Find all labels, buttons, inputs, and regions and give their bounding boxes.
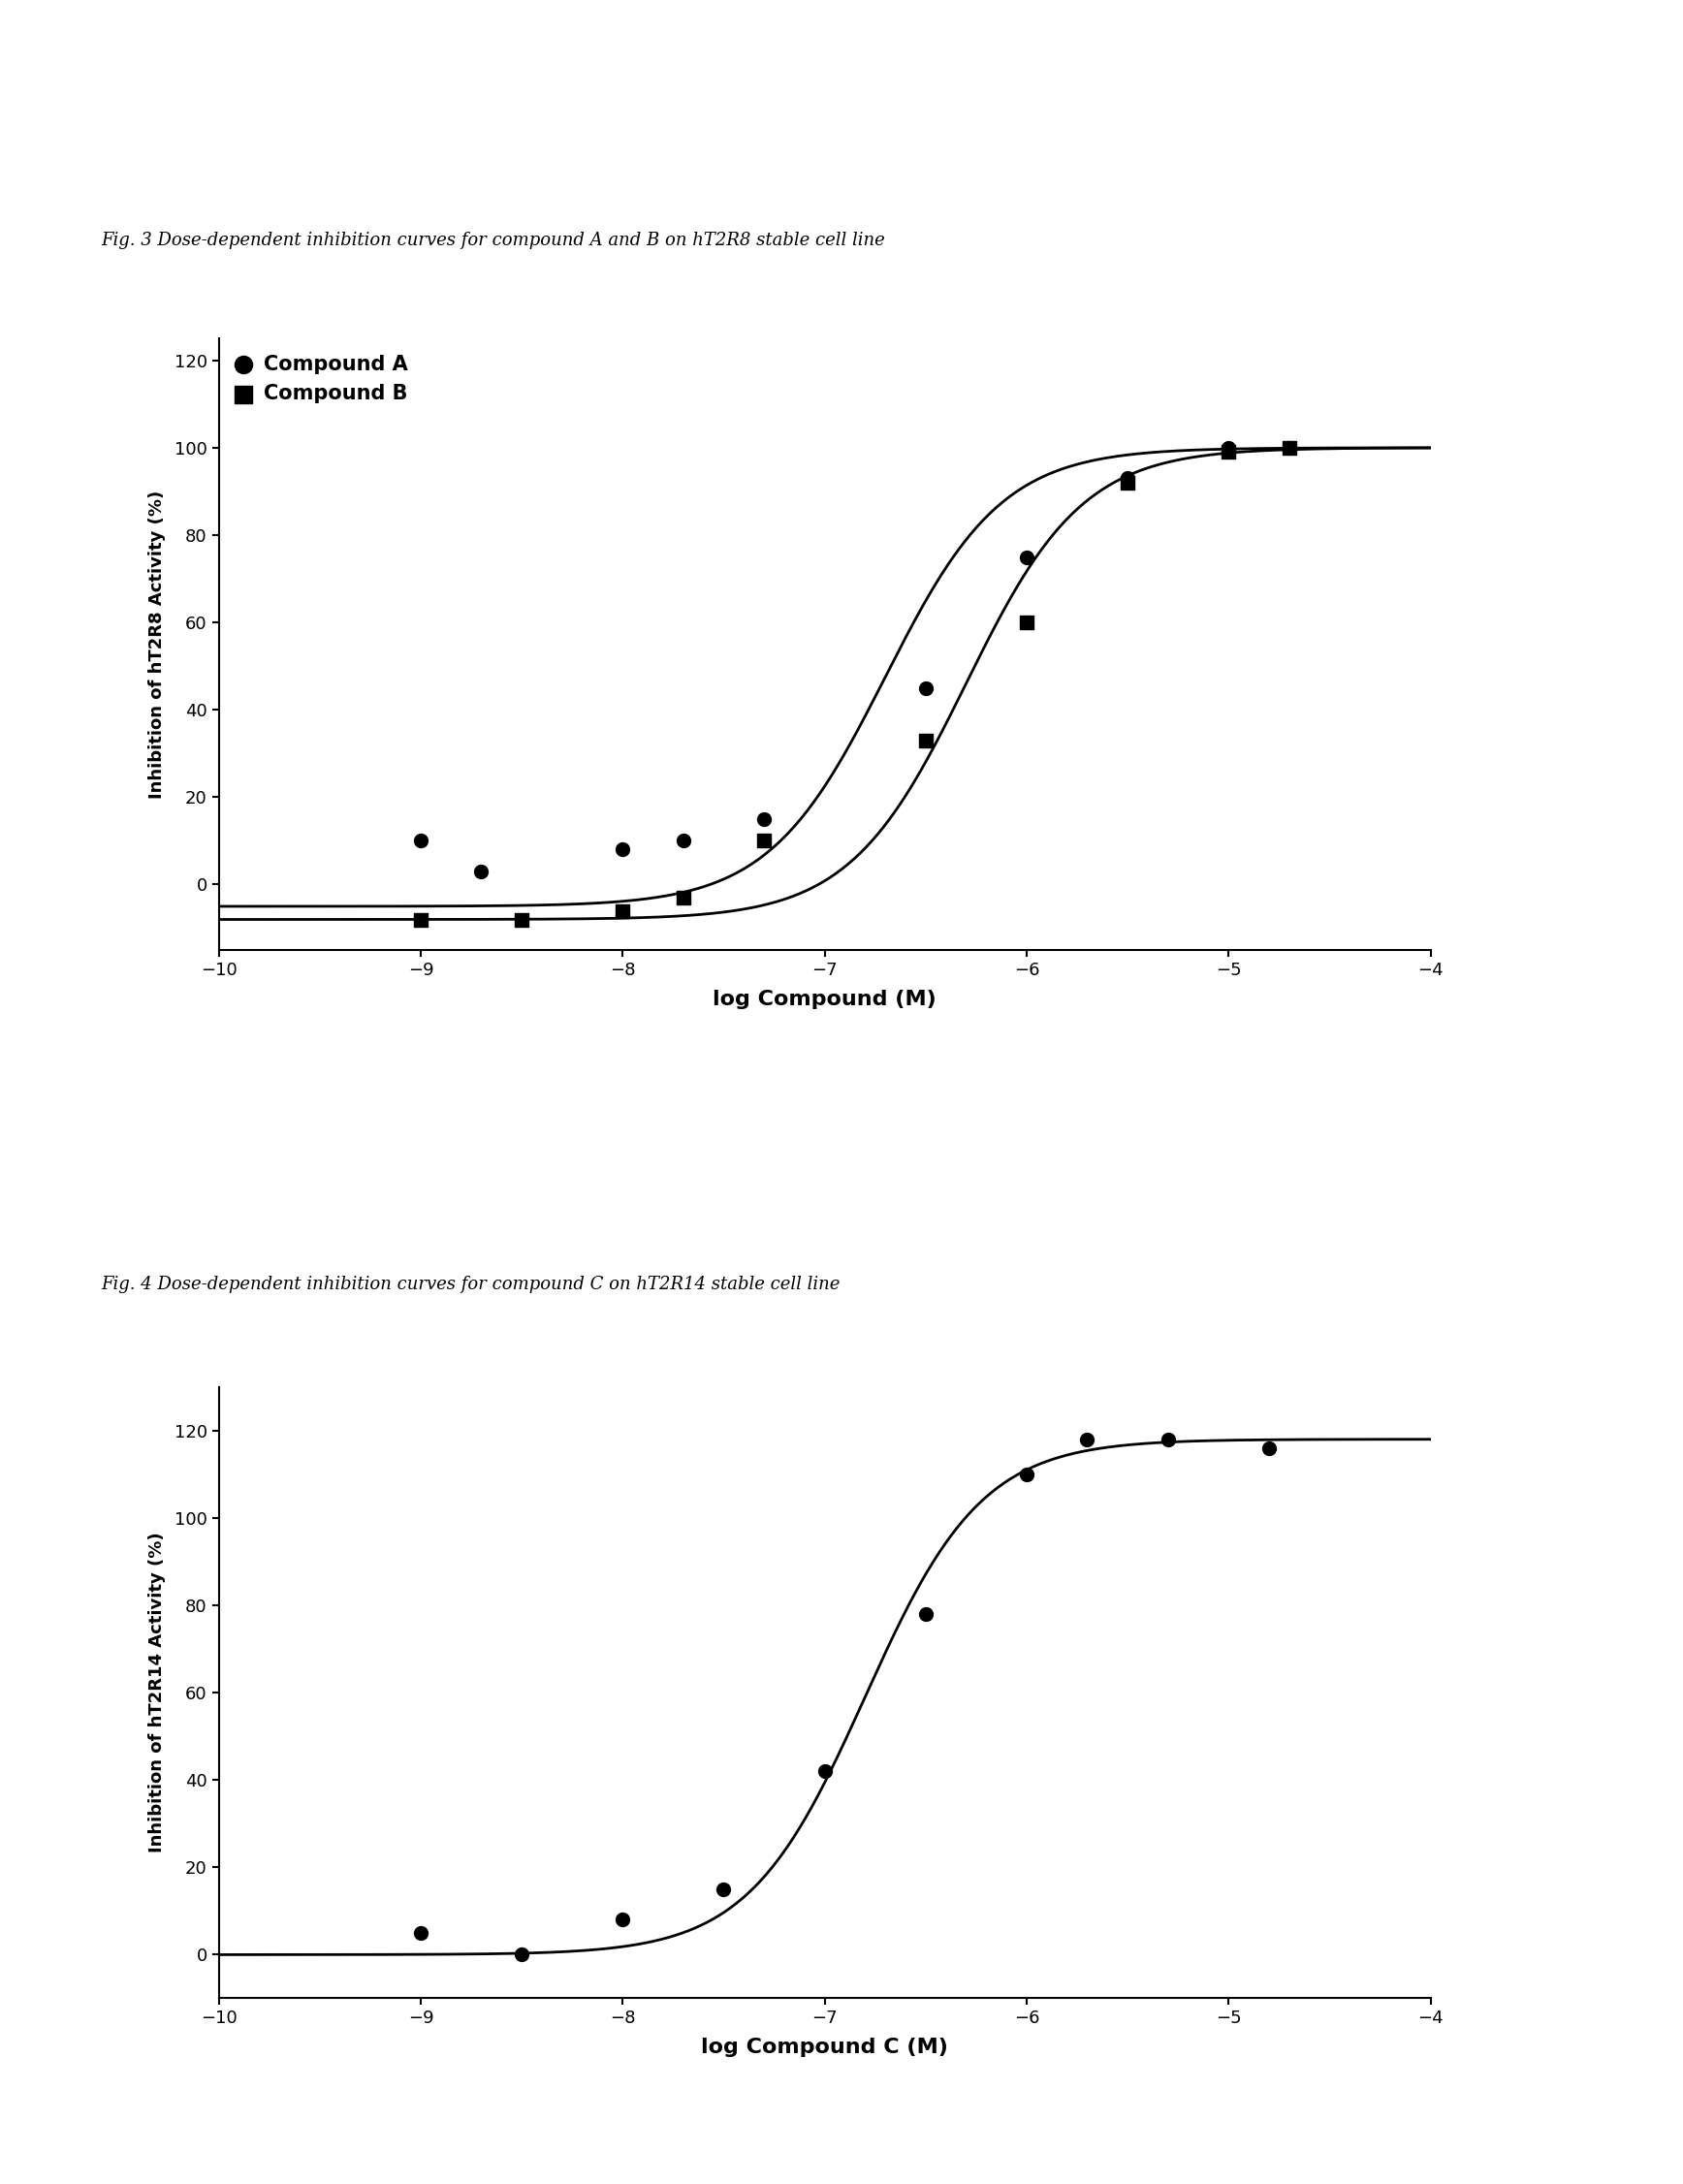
Point: [1256, 1431, 1282, 1465]
Text: Fig. 3 Dose-dependent inhibition curves for compound A and B on hT2R8 stable cel: Fig. 3 Dose-dependent inhibition curves …: [101, 232, 885, 249]
Compound A: [751, 802, 778, 836]
Compound B: [1276, 430, 1303, 465]
Point: [1013, 1457, 1040, 1492]
Compound B: [1013, 605, 1040, 640]
Point: [1155, 1422, 1181, 1457]
Legend: Compound A, Compound B: Compound A, Compound B: [229, 349, 414, 411]
Compound B: [751, 823, 778, 858]
Compound A: [1276, 430, 1303, 465]
Point: [912, 1597, 939, 1631]
Text: Fig. 4 Dose-dependent inhibition curves for compound C on hT2R14 stable cell lin: Fig. 4 Dose-dependent inhibition curves …: [101, 1275, 840, 1293]
Point: [811, 1754, 838, 1789]
Compound B: [508, 902, 535, 937]
Compound B: [609, 893, 636, 928]
Point: [1074, 1422, 1101, 1457]
Compound A: [468, 854, 495, 889]
X-axis label: log Compound C (M): log Compound C (M): [702, 2038, 948, 2057]
Compound A: [1114, 461, 1141, 496]
Compound A: [912, 670, 939, 705]
Compound B: [912, 723, 939, 758]
Y-axis label: Inhibition of hT2R14 Activity (%): Inhibition of hT2R14 Activity (%): [148, 1533, 167, 1852]
Compound A: [1013, 539, 1040, 574]
Compound A: [609, 832, 636, 867]
Point: [508, 1937, 535, 1972]
Point: [609, 1902, 636, 1937]
Compound A: [407, 823, 434, 858]
Y-axis label: Inhibition of hT2R8 Activity (%): Inhibition of hT2R8 Activity (%): [148, 489, 167, 799]
Compound B: [407, 902, 434, 937]
Compound B: [670, 880, 697, 915]
X-axis label: log Compound (M): log Compound (M): [714, 989, 936, 1009]
Compound B: [1215, 435, 1242, 470]
Compound A: [1215, 430, 1242, 465]
Point: [710, 1872, 737, 1907]
Compound B: [1114, 465, 1141, 500]
Point: [407, 1915, 434, 1950]
Compound A: [670, 823, 697, 858]
